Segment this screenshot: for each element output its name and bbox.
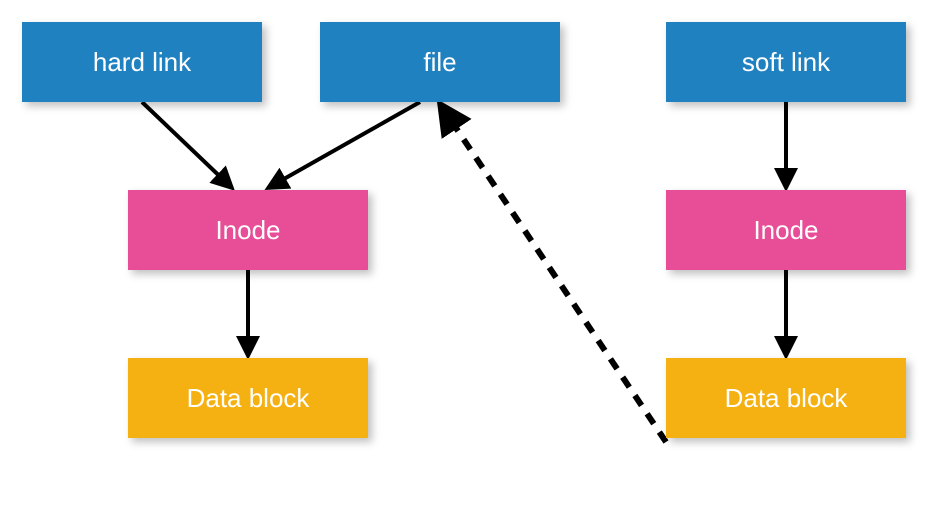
node-file: file — [320, 22, 560, 102]
edge-hardlink-to-inode1 — [142, 102, 232, 188]
node-inode2: Inode — [666, 190, 906, 270]
node-softlink: soft link — [666, 22, 906, 102]
edge-data2-to-file — [440, 104, 666, 442]
edge-file-to-inode1 — [268, 102, 420, 188]
node-inode1: Inode — [128, 190, 368, 270]
node-data1: Data block — [128, 358, 368, 438]
node-data2: Data block — [666, 358, 906, 438]
node-hardlink: hard link — [22, 22, 262, 102]
